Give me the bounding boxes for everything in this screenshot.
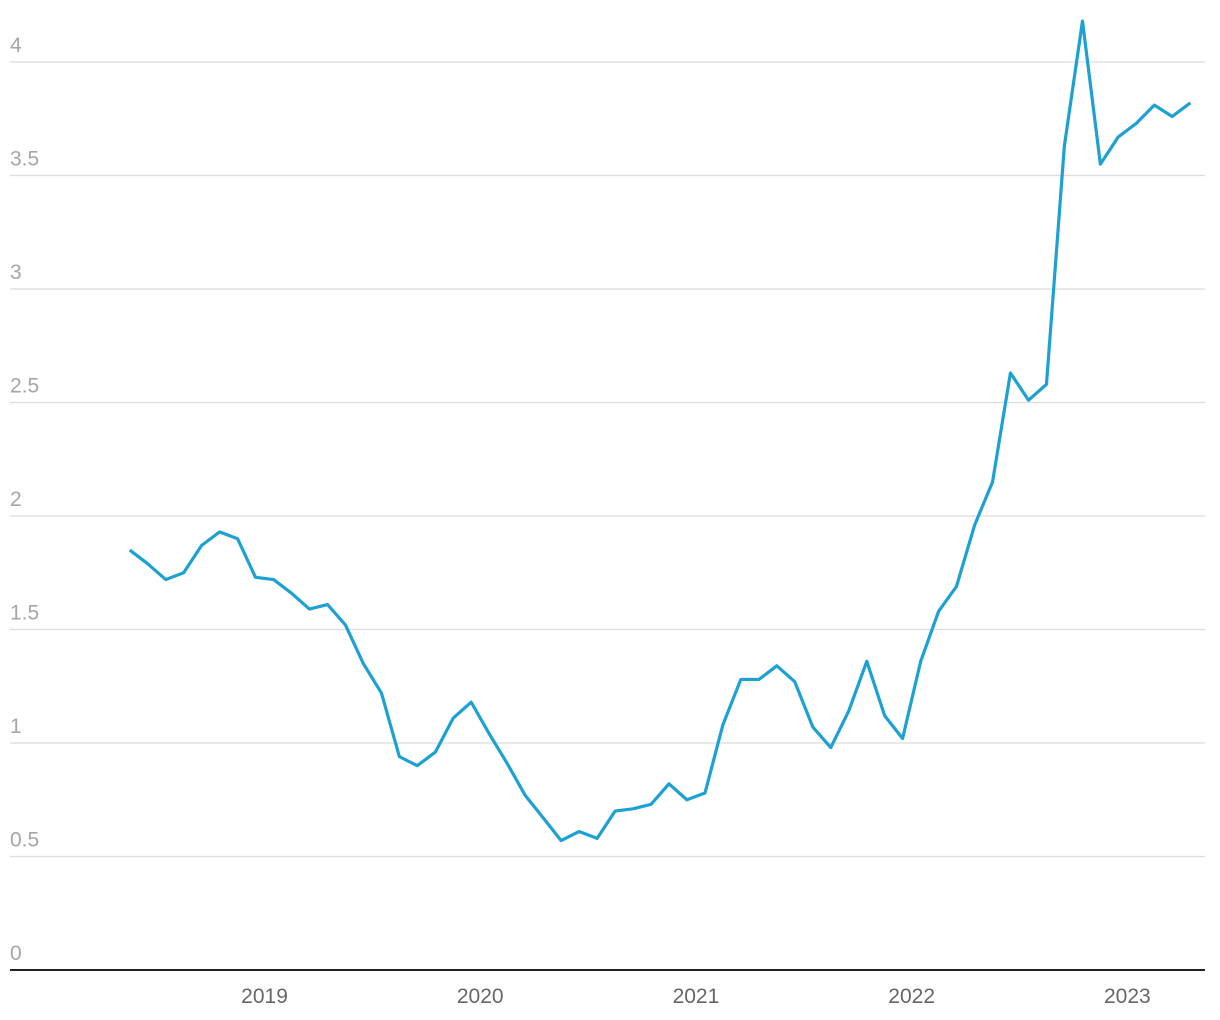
y-tick-label: 4 [10, 34, 22, 57]
x-tick-label: 2019 [241, 985, 288, 1008]
x-tick-label: 2022 [888, 985, 935, 1008]
y-tick-label: 3 [10, 261, 22, 284]
y-tick-label: 0 [10, 942, 22, 965]
y-tick-label: 2 [10, 488, 22, 511]
x-tick-label: 2020 [457, 985, 504, 1008]
x-tick-label: 2023 [1104, 985, 1151, 1008]
y-tick-label: 1 [10, 715, 22, 738]
y-tick-label: 1.5 [10, 602, 39, 625]
y-tick-label: 3.5 [10, 148, 39, 171]
data-line [128, 19, 1192, 843]
x-tick-label: 2021 [673, 985, 720, 1008]
y-tick-label: 0.5 [10, 829, 39, 852]
y-tick-label: 2.5 [10, 375, 39, 398]
